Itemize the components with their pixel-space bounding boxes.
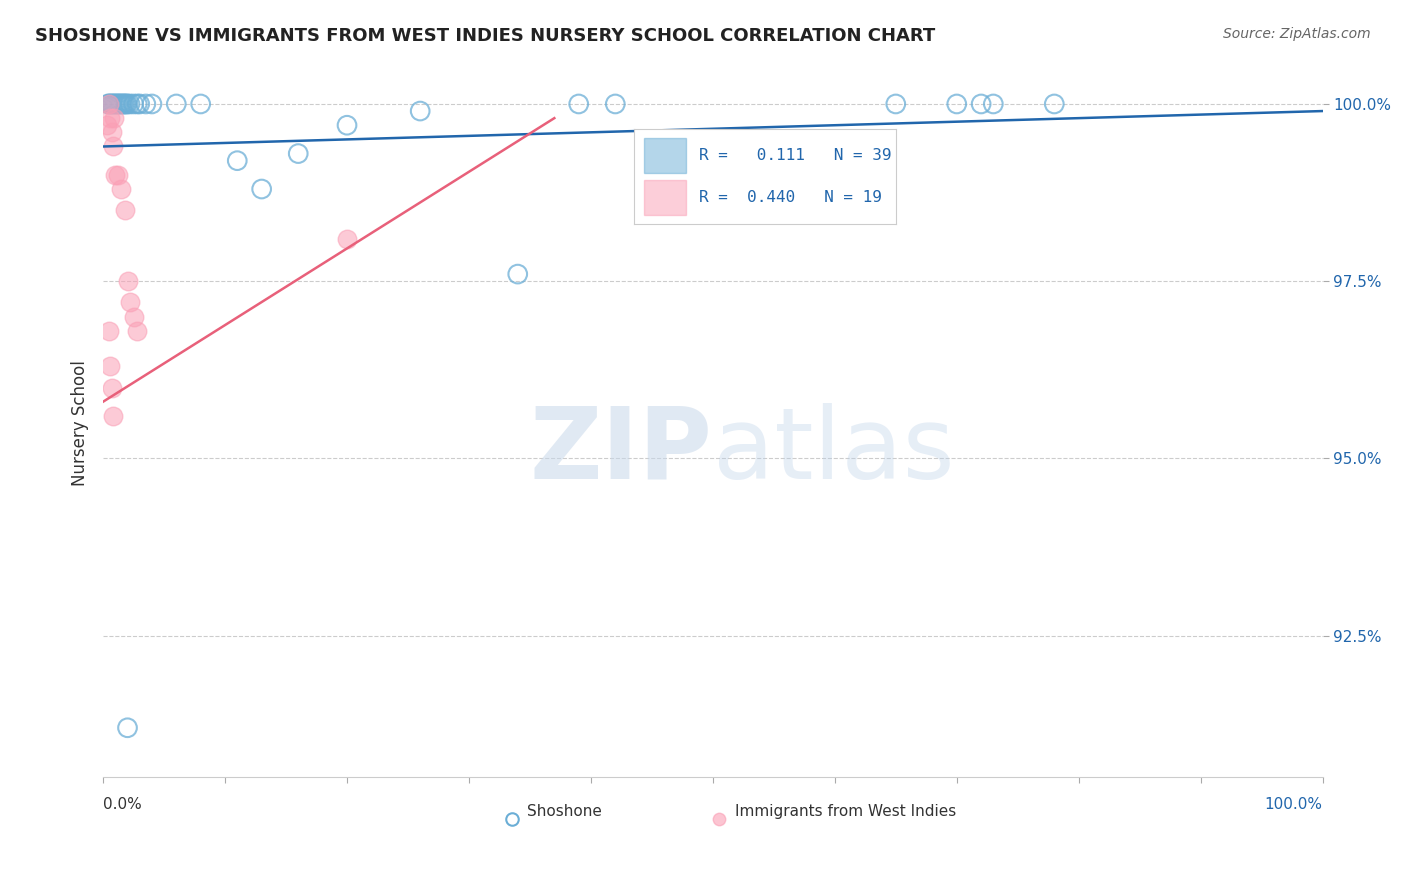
Point <box>112 97 135 112</box>
Point <box>118 295 141 310</box>
Point <box>100 97 122 112</box>
Point <box>127 324 149 338</box>
Point <box>226 153 249 168</box>
Text: Immigrants from West Indies: Immigrants from West Indies <box>735 804 956 819</box>
Text: atlas: atlas <box>713 403 955 500</box>
Point <box>100 380 122 394</box>
Point <box>100 359 122 374</box>
Point <box>122 97 145 112</box>
Point <box>101 139 124 153</box>
Point <box>100 111 122 125</box>
Point <box>118 97 141 112</box>
Point <box>945 97 967 112</box>
Point <box>98 97 121 112</box>
Point <box>114 97 136 112</box>
Y-axis label: Nursery School: Nursery School <box>72 360 89 486</box>
Point <box>100 125 122 139</box>
Point <box>105 97 128 112</box>
Point <box>101 97 124 112</box>
Point <box>141 97 163 112</box>
Point <box>115 97 138 112</box>
Text: ZIP: ZIP <box>530 403 713 500</box>
Point <box>100 97 122 112</box>
Point <box>287 146 309 161</box>
Point <box>970 97 993 112</box>
Point <box>108 97 131 112</box>
Text: 0.0%: 0.0% <box>103 797 142 813</box>
Point <box>108 97 131 112</box>
Point <box>127 97 149 112</box>
Point <box>110 182 132 196</box>
Point <box>409 103 432 118</box>
Point <box>884 97 907 112</box>
Point <box>101 409 124 423</box>
Point <box>98 97 121 112</box>
Point <box>103 111 125 125</box>
Point <box>336 118 359 132</box>
Point <box>568 97 591 112</box>
Point <box>250 182 273 196</box>
Text: SHOSHONE VS IMMIGRANTS FROM WEST INDIES NURSERY SCHOOL CORRELATION CHART: SHOSHONE VS IMMIGRANTS FROM WEST INDIES … <box>35 27 935 45</box>
Point <box>135 97 157 112</box>
Point <box>165 97 187 112</box>
Point <box>107 97 129 112</box>
Point <box>114 203 136 218</box>
Point <box>1043 97 1066 112</box>
Point <box>128 97 150 112</box>
Point <box>104 168 127 182</box>
Point <box>981 97 1004 112</box>
Point <box>336 232 359 246</box>
Point <box>103 97 125 112</box>
Text: Shoshone: Shoshone <box>527 804 602 819</box>
Point <box>107 168 129 182</box>
Point <box>122 310 145 324</box>
Text: 100.0%: 100.0% <box>1264 797 1323 813</box>
Point <box>190 97 212 112</box>
Point <box>117 274 139 288</box>
Point <box>97 97 120 112</box>
Text: Source: ZipAtlas.com: Source: ZipAtlas.com <box>1223 27 1371 41</box>
Point <box>98 324 121 338</box>
Point <box>605 97 627 112</box>
Point <box>117 97 139 112</box>
Point <box>506 267 529 281</box>
Point <box>96 118 118 132</box>
Point <box>104 97 127 112</box>
Point <box>117 721 139 735</box>
Point <box>110 97 132 112</box>
Point <box>111 97 134 112</box>
